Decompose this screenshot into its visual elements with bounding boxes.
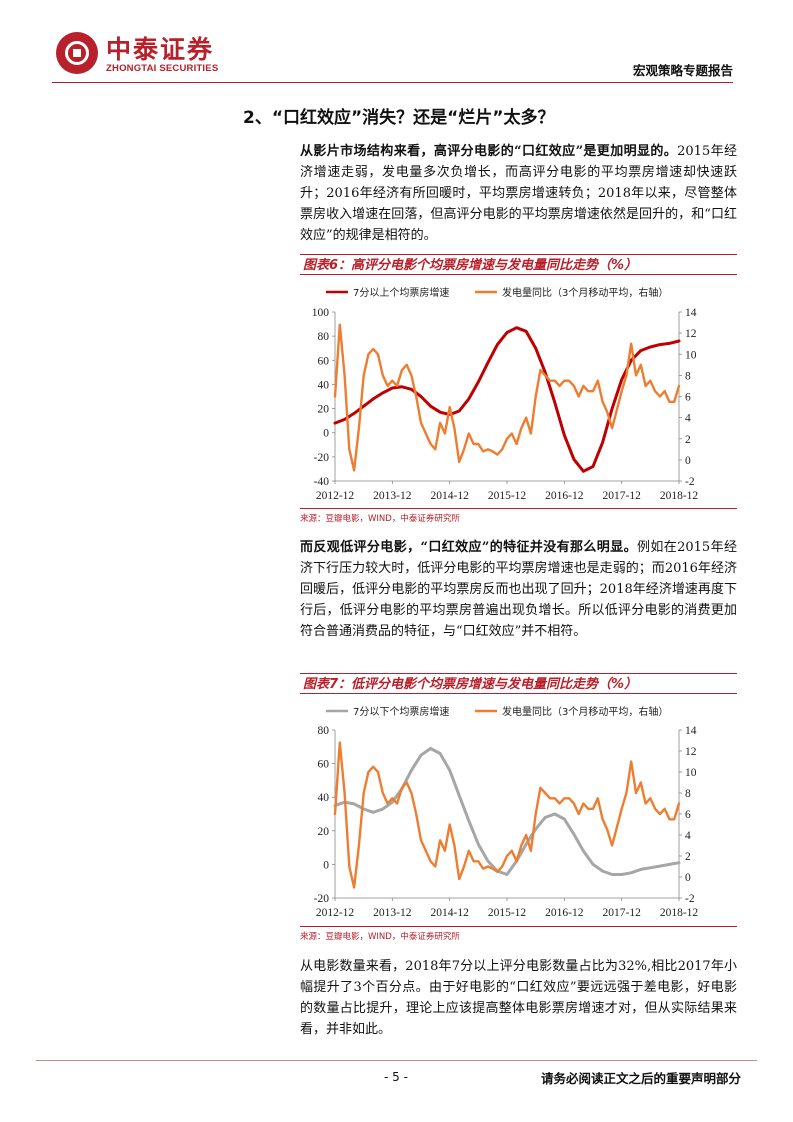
right-tick-label: 0 — [685, 872, 691, 884]
x-tick-label: 2014-12 — [430, 490, 469, 502]
report-type: 宏观策略专题报告 — [632, 63, 733, 78]
left-tick-label: 40 — [318, 379, 330, 391]
left-tick-label: -20 — [314, 452, 330, 464]
footer-divider — [36, 1060, 757, 1061]
left-tick-label: -20 — [314, 893, 330, 905]
paragraph-2-lead: 而反观低评分电影，“口红效应”的特征并没有那么明显。 — [300, 540, 637, 555]
left-tick-label: 20 — [318, 826, 330, 838]
header-divider — [52, 82, 733, 83]
right-tick-label: -2 — [685, 893, 695, 905]
series-line-power-generation — [333, 323, 681, 472]
left-tick-label: 80 — [318, 331, 330, 343]
left-tick-label: 0 — [323, 859, 329, 871]
left-tick-label: 80 — [318, 725, 330, 737]
right-tick-label: 4 — [685, 830, 691, 842]
figure-6-title-text: 图表6：高评分电影个均票房增速与发电量同比走势（%） — [303, 258, 638, 273]
section-title: 2、“口红效应”消失？还是“烂片”太多？ — [243, 108, 555, 128]
series-line-box-office — [333, 747, 681, 876]
logo-english-name: ZHONGTAI SECURITIES — [106, 63, 219, 74]
x-tick-label: 2017-12 — [602, 490, 641, 502]
right-tick-label: 14 — [685, 307, 697, 319]
paragraph-3-body: 从电影数量来看，2018年7分以上评分电影数量占比为32%,相比2017年小幅提… — [300, 959, 737, 1037]
legend-label: 7分以上个均票房增速 — [353, 286, 449, 299]
right-tick-label: 8 — [685, 370, 691, 382]
right-tick-label: 12 — [685, 328, 697, 340]
logo-chinese-name: 中泰证券 — [106, 35, 215, 64]
company-logo: 中泰证券 ZHONGTAI SECURITIES — [52, 28, 242, 78]
logo-emblem-icon — [56, 32, 98, 74]
right-tick-label: 6 — [685, 392, 691, 404]
figure-6-source: 来源：豆瓣电影，WIND，中泰证券研究所 — [300, 508, 737, 524]
legend-label: 发电量同比（3个月移动平均，右轴） — [502, 705, 668, 718]
series-line-box-office — [333, 326, 681, 473]
right-tick-label: 2 — [685, 434, 691, 446]
paragraph-1: 从影片市场结构来看，高评分电影的“口红效应”是更加明显的。2015年经济增速走弱… — [300, 141, 737, 246]
figure-6-title: 图表6：高评分电影个均票房增速与发电量同比走势（%） — [300, 254, 737, 275]
x-tick-label: 2017-12 — [602, 907, 641, 919]
right-tick-label: 8 — [685, 788, 691, 800]
x-tick-label: 2014-12 — [430, 907, 469, 919]
right-tick-label: 4 — [685, 413, 691, 425]
x-tick-label: 2012-12 — [316, 907, 355, 919]
right-tick-label: -2 — [685, 476, 695, 488]
x-tick-label: 2016-12 — [545, 907, 584, 919]
x-tick-label: 2015-12 — [488, 907, 527, 919]
x-tick-label: 2015-12 — [488, 490, 527, 502]
right-tick-label: 6 — [685, 809, 691, 821]
left-tick-label: 40 — [318, 792, 330, 804]
paragraph-2: 而反观低评分电影，“口红效应”的特征并没有那么明显。例如在2015年经济下行压力… — [300, 537, 737, 642]
paragraph-1-lead: 从影片市场结构来看，高评分电影的“口红效应”是更加明显的。 — [300, 144, 678, 159]
x-tick-label: 2013-12 — [373, 490, 412, 502]
x-tick-label: 2013-12 — [373, 907, 412, 919]
left-tick-label: 20 — [318, 404, 330, 416]
legend-label: 发电量同比（3个月移动平均，右轴） — [502, 286, 668, 299]
right-tick-label: 12 — [685, 746, 697, 758]
figure-7-title: 图表7：低评分电影个均票房增速与发电量同比走势（%） — [300, 673, 737, 694]
left-tick-label: -40 — [314, 476, 330, 488]
series-line-power-generation — [333, 741, 681, 889]
x-tick-label: 2016-12 — [545, 490, 584, 502]
legend-label: 7分以下个均票房增速 — [353, 705, 449, 718]
paragraph-2-body: 例如在2015年经济下行压力较大时，低评分电影的平均票房增速也是走弱的；而201… — [300, 540, 737, 639]
paragraph-1-body: 2015年经济增速走弱，发电量多次负增长，而高评分电影的平均票房增速却快速跃升；… — [300, 144, 737, 243]
right-tick-label: 10 — [685, 349, 697, 361]
page-number: - 5 - — [384, 1070, 408, 1084]
right-tick-label: 2 — [685, 851, 691, 863]
right-tick-label: 10 — [685, 767, 697, 779]
right-tick-label: 0 — [685, 455, 691, 467]
left-tick-label: 60 — [318, 355, 330, 367]
paragraph-3: 从电影数量来看，2018年7分以上评分电影数量占比为32%,相比2017年小幅提… — [300, 956, 737, 1040]
right-tick-label: 14 — [685, 725, 697, 737]
x-tick-label: 2012-12 — [316, 490, 355, 502]
x-tick-label: 2018-12 — [660, 490, 699, 502]
footer-notice: 请务必阅读正文之后的重要声明部分 — [540, 1071, 741, 1086]
figure-7-title-text: 图表7：低评分电影个均票房增速与发电量同比走势（%） — [303, 677, 638, 692]
x-tick-label: 2018-12 — [660, 907, 699, 919]
left-tick-label: 60 — [318, 759, 330, 771]
figure-7-source: 来源：豆瓣电影，WIND，中泰证券研究所 — [300, 926, 737, 942]
left-tick-label: 100 — [312, 307, 330, 319]
left-tick-label: 0 — [323, 428, 329, 440]
